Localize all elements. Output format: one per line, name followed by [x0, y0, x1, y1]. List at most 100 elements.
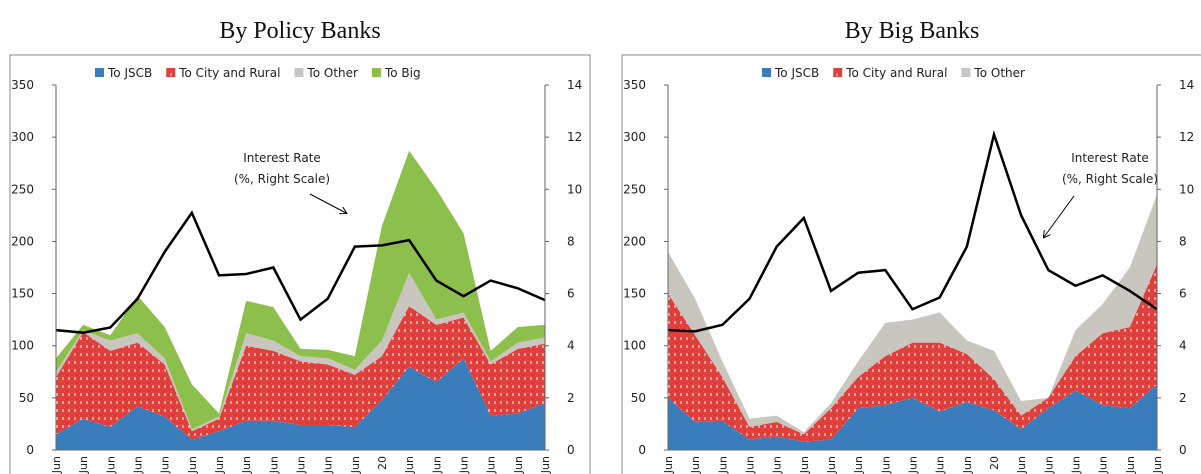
y2-tick-label: 0: [1179, 443, 1187, 457]
area-series: [56, 358, 545, 450]
y-tick-label: 350: [11, 78, 34, 92]
x-tick-label: 18-Jun: [934, 456, 947, 474]
y-tick-label: 200: [623, 234, 646, 248]
x-tick-label: 4-Jun: [689, 456, 702, 474]
y2-tick-label: 6: [567, 287, 575, 301]
legend-swatch: [371, 68, 381, 77]
legend-label: To JSCB: [107, 66, 152, 80]
y-tick-label: 100: [11, 339, 34, 353]
x-tick-label: 27-Jun: [1124, 456, 1137, 474]
rate-line: [667, 130, 1158, 333]
y2-tick-label: 12: [567, 130, 582, 144]
x-tick-label: 28-Jun: [1151, 456, 1164, 474]
x-tick-label: 5-Jun: [104, 456, 117, 474]
y-tick-label: 0: [26, 443, 34, 457]
y2-tick-label: 10: [1179, 182, 1194, 196]
x-tick-label: 14-Jun: [879, 456, 892, 474]
area-series: [56, 150, 545, 430]
y-tick-label: 150: [623, 287, 646, 301]
x-tick-label: 26-Jun: [485, 456, 498, 474]
x-tick-label: 19-Jun: [961, 456, 974, 474]
annotation-arrow: [309, 193, 346, 213]
y2-tick-label: 4: [567, 339, 575, 353]
legend-label: To JSCB: [774, 66, 819, 80]
x-tick-label: 6-Jun: [744, 456, 757, 474]
y-tick-label: 150: [11, 287, 34, 301]
y-tick-label: 300: [623, 130, 646, 144]
y-tick-label: 250: [623, 182, 646, 196]
y-tick-label: 50: [19, 391, 34, 405]
legend-label: To Other: [973, 66, 1025, 80]
x-tick-label: 9-Jun: [213, 456, 226, 474]
area-series: [56, 272, 545, 432]
y2-tick-label: 12: [1179, 130, 1194, 144]
x-tick-label: 21-Jun: [403, 456, 416, 474]
x-tick-label: 14-Jun: [267, 456, 280, 474]
y2-tick-label: 14: [1179, 78, 1194, 92]
x-tick-label: 3-Jun: [662, 456, 675, 474]
x-tick-label: 20: [376, 456, 389, 470]
y2-tick-label: 0: [567, 443, 575, 457]
y2-tick-label: 14: [567, 78, 582, 92]
legend-swatch: [95, 68, 104, 77]
x-tick-label: 17-Jun: [295, 456, 308, 474]
x-tick-label: 4-Jun: [77, 456, 90, 474]
rate-line: [55, 210, 546, 334]
y2-tick-label: 10: [567, 182, 582, 196]
legend-swatch: [166, 68, 176, 77]
x-tick-label: 13-Jun: [240, 456, 253, 474]
y2-tick-label: 4: [1179, 339, 1187, 353]
x-tick-label: 9-Jun: [825, 456, 838, 474]
x-tick-label: 26-Jun: [1097, 456, 1110, 474]
legend-label: To Other: [306, 66, 358, 80]
annotation: (%, Right Scale): [234, 172, 330, 186]
annotation: Interest Rate: [1071, 151, 1149, 165]
x-tick-label: 6-Jun: [132, 456, 145, 474]
area-series: [56, 306, 545, 440]
y2-tick-label: 2: [567, 391, 575, 405]
y-tick-label: 250: [11, 182, 34, 196]
y2-tick-label: 6: [1179, 287, 1187, 301]
y-tick-label: 200: [11, 234, 34, 248]
legend-swatch: [961, 68, 971, 77]
x-tick-label: 5-Jun: [716, 456, 729, 474]
y-tick-label: 350: [623, 78, 646, 92]
legend-label: To Big: [384, 66, 421, 80]
y-tick-label: 300: [11, 130, 34, 144]
y2-tick-label: 8: [1179, 234, 1187, 248]
x-tick-label: 17-Jun: [907, 456, 920, 474]
legend-swatch: [294, 68, 304, 77]
annotation: (%, Right Scale): [1062, 172, 1158, 186]
legend-swatch: [833, 68, 843, 77]
x-tick-label: 21-Jun: [1015, 456, 1028, 474]
x-tick-label: 20: [988, 456, 1001, 470]
x-tick-label: 24-Jun: [430, 456, 443, 474]
x-tick-label: 18-Jun: [322, 456, 335, 474]
x-tick-label: 19-Jun: [349, 456, 362, 474]
y2-tick-label: 8: [567, 234, 575, 248]
chart-title: By Policy Banks: [219, 18, 380, 44]
x-tick-label: 7-Jun: [159, 456, 172, 474]
x-tick-label: 27-Jun: [512, 456, 525, 474]
y-tick-label: 50: [631, 391, 646, 405]
legend-label: To City and Rural: [845, 66, 947, 80]
y2-tick-label: 2: [1179, 391, 1187, 405]
x-tick-label: 24-Jun: [1042, 456, 1055, 474]
annotation: Interest Rate: [243, 151, 321, 165]
area-series: [668, 384, 1157, 450]
y-tick-label: 100: [623, 339, 646, 353]
legend-label: To City and Rural: [178, 66, 280, 80]
chart-title: By Big Banks: [845, 18, 980, 44]
x-tick-label: 7-Jun: [771, 456, 784, 474]
x-tick-label: 25-Jun: [1070, 456, 1083, 474]
x-tick-label: 8-Jun: [798, 456, 811, 474]
x-tick-label: 25-Jun: [458, 456, 471, 474]
area-series: [668, 264, 1157, 442]
annotation-arrow: [1044, 195, 1075, 237]
x-tick-label: 8-Jun: [186, 456, 199, 474]
legend-swatch: [762, 68, 771, 77]
x-tick-label: 3-Jun: [50, 456, 63, 474]
y-tick-label: 0: [638, 443, 646, 457]
